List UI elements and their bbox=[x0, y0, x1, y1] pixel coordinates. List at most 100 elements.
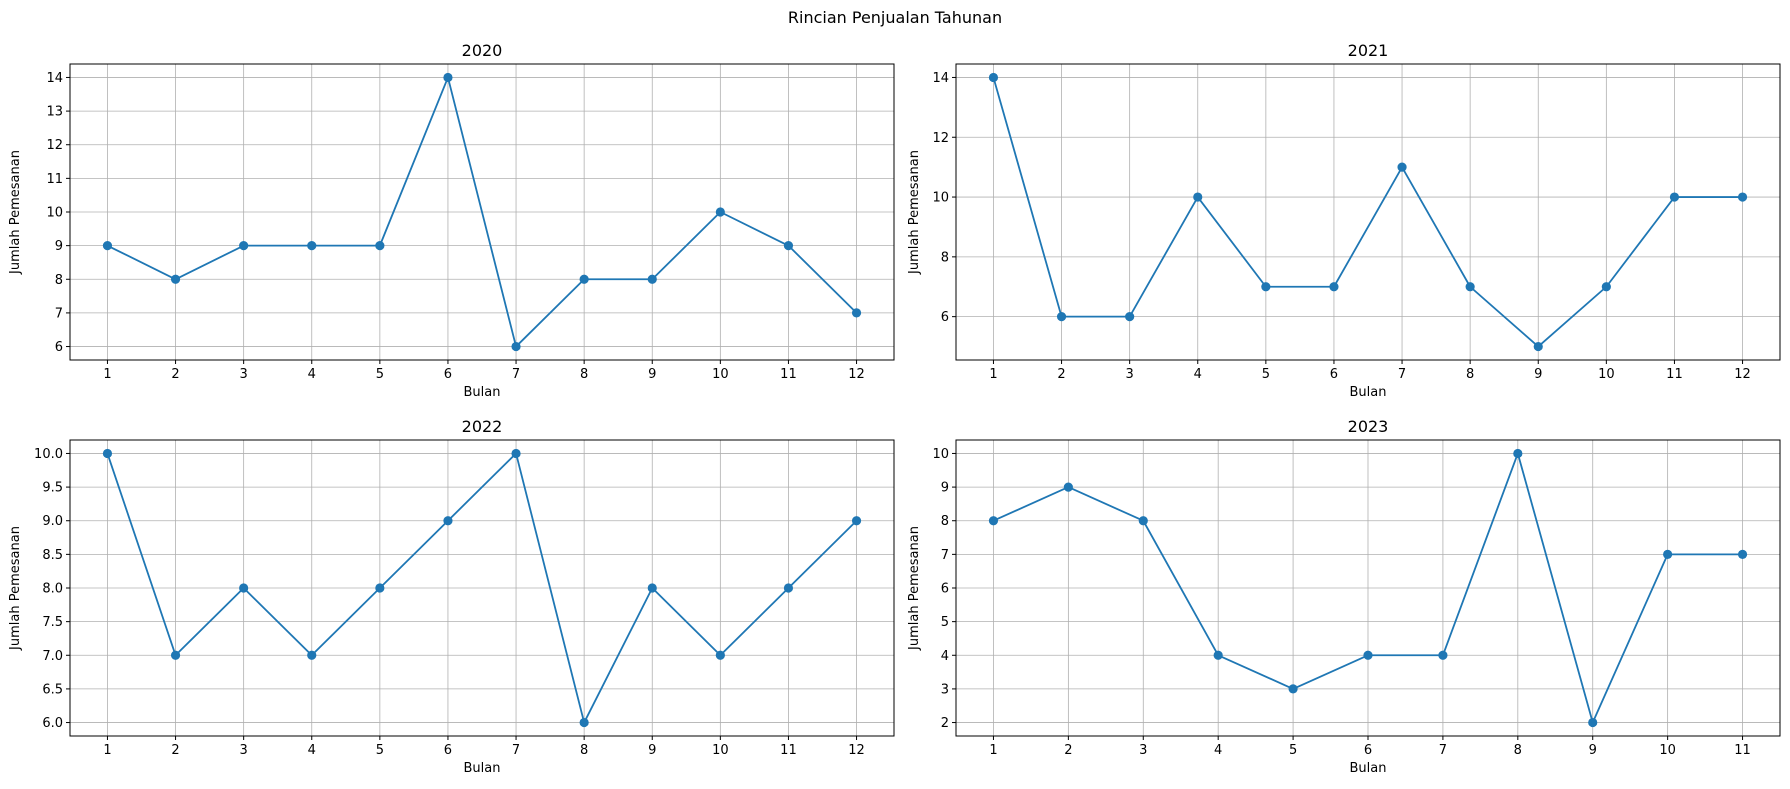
subplot-3: 1 2 3 4 5 6 7 8 9 10 11 2 3 4 5 6 7 8 9 10 2023 Bulan Jumlah P… bbox=[907, 417, 1781, 776]
data-point bbox=[1737, 549, 1748, 559]
y-tick-label: 7.5 bbox=[42, 615, 63, 630]
x-axis-label: Bulan bbox=[464, 385, 501, 400]
x-tick-label: 6 bbox=[1364, 743, 1372, 758]
y-axis-label: Jumlah Pemesanan bbox=[907, 150, 922, 275]
y-axis-label: Jumlah Pemesanan bbox=[8, 526, 23, 651]
data-point bbox=[988, 516, 999, 526]
y-tick-label: 7 bbox=[55, 306, 63, 321]
x-tick-label: 11 bbox=[780, 367, 797, 382]
axes-frame bbox=[955, 63, 1781, 361]
x-tick-label: 8 bbox=[580, 367, 588, 382]
data-point bbox=[307, 241, 317, 251]
x-tick-label: 2 bbox=[171, 743, 179, 758]
data-point bbox=[783, 583, 794, 593]
y-tick-label: 13 bbox=[46, 105, 63, 120]
data-point bbox=[170, 650, 181, 660]
y-axis-label: Jumlah Pemesanan bbox=[8, 150, 23, 275]
data-point bbox=[443, 516, 453, 526]
subplot-title: 2022 bbox=[462, 417, 503, 436]
series-line bbox=[992, 77, 1743, 348]
data-point bbox=[1125, 312, 1135, 322]
x-tick-label: 10 bbox=[1598, 367, 1615, 382]
y-tick-label: 8 bbox=[55, 273, 63, 288]
data-point bbox=[511, 448, 521, 459]
data-point bbox=[988, 72, 999, 83]
data-point bbox=[511, 341, 521, 352]
x-tick-label: 12 bbox=[848, 743, 865, 758]
x-tick-label: 9 bbox=[1534, 367, 1542, 382]
data-point bbox=[647, 274, 657, 284]
data-point bbox=[1261, 282, 1271, 292]
x-tick-label: 8 bbox=[580, 743, 588, 758]
x-tick-label: 5 bbox=[376, 367, 384, 382]
subplot-title: 2021 bbox=[1348, 41, 1389, 60]
x-tick-label: 1 bbox=[989, 743, 997, 758]
data-point bbox=[1588, 717, 1598, 728]
x-axis-label: Bulan bbox=[1350, 761, 1387, 776]
subplot-2: 1 2 3 4 5 6 7 8 9 10 11 126.06.57.07.58.08.59.09.51… bbox=[8, 417, 895, 776]
x-tick-label: 8 bbox=[1466, 367, 1474, 382]
x-tick-label: 2 bbox=[1064, 743, 1072, 758]
x-tick-label: 1 bbox=[103, 367, 111, 382]
x-tick-label: 9 bbox=[1589, 743, 1597, 758]
series-line bbox=[106, 452, 858, 724]
x-tick-label: 11 bbox=[780, 743, 797, 758]
data-point bbox=[1363, 650, 1373, 660]
y-tick-label: 10 bbox=[932, 191, 949, 206]
x-tick-label: 7 bbox=[512, 743, 520, 758]
subplot-title: 2023 bbox=[1348, 417, 1389, 436]
x-tick-label: 6 bbox=[444, 367, 452, 382]
data-point bbox=[579, 717, 589, 728]
data-point bbox=[1513, 448, 1523, 459]
x-tick-label: 8 bbox=[1514, 743, 1522, 758]
x-tick-label: 2 bbox=[1057, 367, 1065, 382]
y-tick-label: 2 bbox=[941, 716, 949, 731]
data-point bbox=[443, 72, 453, 83]
data-point bbox=[647, 583, 657, 593]
y-tick-label: 14 bbox=[932, 71, 949, 86]
y-tick-label: 6 bbox=[941, 310, 949, 325]
x-tick-label: 9 bbox=[648, 367, 656, 382]
x-tick-label: 3 bbox=[240, 367, 248, 382]
data-point bbox=[1533, 341, 1543, 352]
y-tick-label: 6.0 bbox=[42, 716, 63, 731]
data-point bbox=[375, 583, 385, 593]
x-tick-label: 10 bbox=[1659, 743, 1676, 758]
y-tick-label: 7.0 bbox=[42, 649, 63, 664]
y-tick-label: 9 bbox=[55, 239, 63, 254]
y-tick-label: 11 bbox=[46, 172, 63, 187]
x-axis-label: Bulan bbox=[464, 761, 501, 776]
subplot-0: 1 2 3 4 5 6 7 8 9 10 11 12678910111213142020BulanJu… bbox=[8, 41, 895, 400]
y-tick-label: 7 bbox=[941, 548, 949, 563]
y-tick-label: 12 bbox=[932, 131, 949, 146]
y-tick-label: 6 bbox=[55, 340, 63, 355]
y-tick-label: 10 bbox=[46, 206, 63, 221]
data-point bbox=[1138, 516, 1148, 526]
y-tick-label: 6 bbox=[941, 582, 949, 597]
y-tick-label: 8 bbox=[941, 250, 949, 265]
data-point bbox=[1737, 192, 1748, 202]
y-tick-label: 6.5 bbox=[42, 682, 63, 697]
x-tick-label: 4 bbox=[308, 743, 316, 758]
data-point bbox=[170, 274, 181, 284]
x-tick-label: 9 bbox=[648, 743, 656, 758]
y-tick-label: 9.0 bbox=[42, 514, 63, 529]
data-point bbox=[375, 241, 385, 251]
data-point bbox=[1288, 684, 1298, 694]
data-point bbox=[1601, 282, 1611, 292]
x-tick-label: 6 bbox=[1330, 367, 1338, 382]
data-point bbox=[579, 274, 589, 284]
data-point bbox=[1056, 312, 1067, 322]
y-tick-label: 9 bbox=[941, 481, 949, 496]
data-point bbox=[1669, 192, 1680, 202]
data-point bbox=[1438, 650, 1448, 660]
data-point bbox=[1213, 650, 1223, 660]
x-tick-label: 1 bbox=[103, 743, 111, 758]
x-tick-label: 12 bbox=[1734, 367, 1751, 382]
x-tick-label: 10 bbox=[712, 367, 729, 382]
x-tick-label: 4 bbox=[1194, 367, 1202, 382]
x-axis-label: Bulan bbox=[1350, 385, 1387, 400]
data-point bbox=[1063, 482, 1073, 492]
figure-title: Rincian Penjualan Tahunan bbox=[787, 8, 1003, 27]
